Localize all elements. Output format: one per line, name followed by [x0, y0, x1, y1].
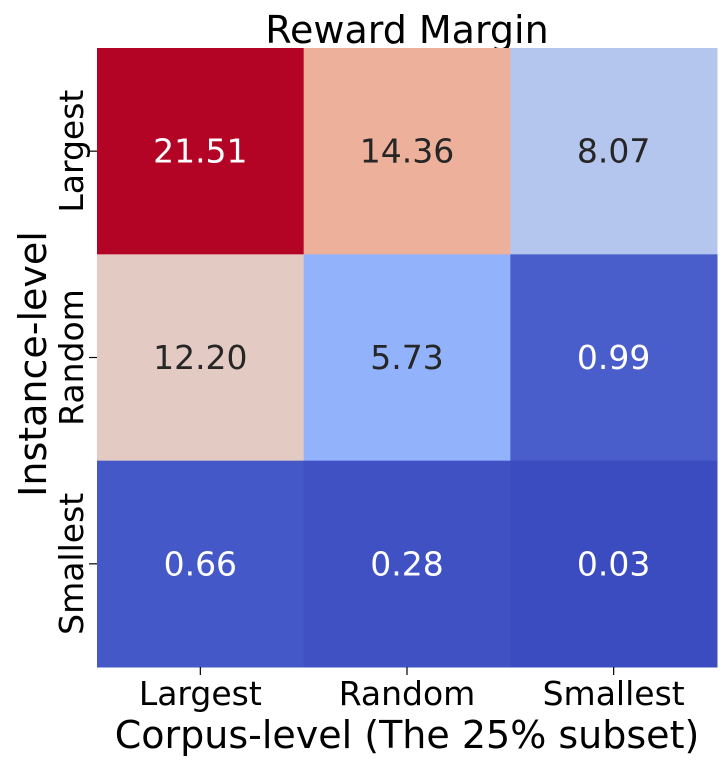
y-axis-label: Instance-level [11, 231, 55, 497]
x-tick-label: Smallest [543, 674, 685, 713]
heatmap-cell-r0-c2 [510, 48, 718, 255]
cell-value-r0-c0: 21.51 [153, 132, 247, 171]
y-tick-label: Smallest [52, 493, 91, 635]
cell-value-r1-c0: 12.20 [153, 338, 247, 377]
cell-value-r2-c2: 0.03 [577, 544, 650, 583]
cell-value-r1-c2: 0.99 [577, 338, 650, 377]
heatmap-cell-r1-c2 [510, 254, 718, 462]
heatmap-cell-r0-c1 [303, 48, 511, 255]
x-axis-label: Corpus-level (The 25% subset) [115, 713, 700, 757]
x-axis-ticks: Largest Random Smallest [139, 667, 685, 713]
cell-value-r0-c2: 8.07 [577, 132, 650, 171]
y-tick-label: Largest [52, 90, 91, 213]
x-tick-label: Largest [139, 674, 262, 713]
y-axis-ticks: Largest Random Smallest [52, 90, 97, 635]
heatmap-annotations: 21.51 14.36 8.07 12.20 5.73 0.99 0.66 0.28 0.03 [153, 132, 650, 584]
heatmap-cell-r2-c0 [97, 460, 305, 668]
heatmap-cell-r1-c0 [97, 254, 305, 462]
chart-title: Reward Margin [265, 8, 548, 52]
heatmap-cell-r1-c1 [303, 254, 511, 462]
cell-value-r2-c1: 0.28 [370, 544, 443, 583]
heatmap-cell-r0-c0 [97, 48, 305, 255]
x-tick-label: Random [339, 674, 476, 713]
cell-value-r1-c1: 5.73 [370, 338, 443, 377]
heatmap-cell-r2-c1 [303, 460, 511, 668]
heatmap-cells [97, 48, 718, 668]
y-tick-label: Random [52, 289, 91, 426]
cell-value-r0-c1: 14.36 [360, 132, 454, 171]
heatmap-cell-r2-c2 [510, 460, 718, 668]
cell-value-r2-c0: 0.66 [164, 544, 237, 583]
